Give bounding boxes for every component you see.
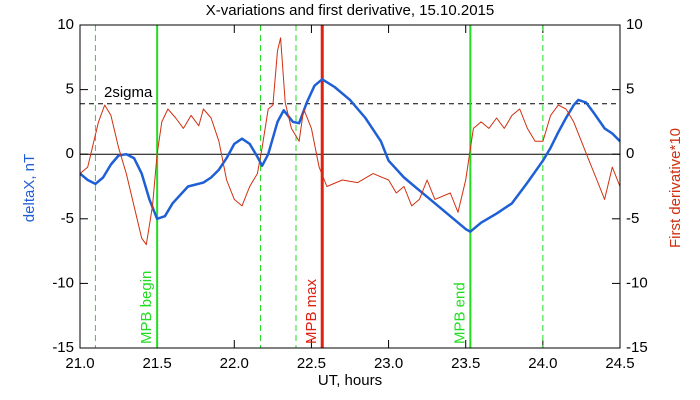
y-tick-label: -10 bbox=[52, 274, 74, 291]
y-tick-label: 0 bbox=[66, 145, 74, 162]
y2-tick-label: 10 bbox=[626, 16, 643, 33]
x-tick-label: 24.0 bbox=[528, 355, 557, 372]
y2-axis-label: First derivative*10 bbox=[667, 128, 684, 248]
x-tick-label: 21.5 bbox=[143, 355, 172, 372]
y2-tick-label: -5 bbox=[626, 210, 639, 227]
x-axis-label: UT, hours bbox=[318, 372, 382, 389]
data-line bbox=[79, 37, 621, 246]
x-tick-label: 22.0 bbox=[220, 355, 249, 372]
x-tick-label: 22.5 bbox=[297, 355, 326, 372]
plot-frame bbox=[79, 24, 621, 349]
x-tick-label: 24.5 bbox=[605, 355, 634, 372]
y-axis-label: deltaX, nT bbox=[21, 154, 38, 222]
x-tick-label: 23.0 bbox=[374, 355, 403, 372]
y2-tick-label: -15 bbox=[626, 339, 648, 356]
y2-tick-label: 5 bbox=[626, 81, 634, 98]
event-label: MPB end bbox=[451, 282, 468, 344]
x-tick-label: 23.5 bbox=[451, 355, 480, 372]
chart-title: X-variations and first derivative, 15.10… bbox=[206, 2, 495, 19]
y-tick-label: -15 bbox=[52, 339, 74, 356]
y2-tick-label: -10 bbox=[626, 274, 648, 291]
y-tick-label: -5 bbox=[61, 210, 74, 227]
event-label: MPB begin bbox=[138, 271, 155, 344]
event-label: MPB max bbox=[303, 278, 320, 344]
reference-label: 2sigma bbox=[104, 84, 153, 101]
y2-tick-label: 0 bbox=[626, 145, 634, 162]
x-tick-label: 21.0 bbox=[65, 355, 94, 372]
y-tick-label: 10 bbox=[57, 16, 74, 33]
y-tick-label: 5 bbox=[66, 81, 74, 98]
data-line bbox=[79, 78, 621, 233]
